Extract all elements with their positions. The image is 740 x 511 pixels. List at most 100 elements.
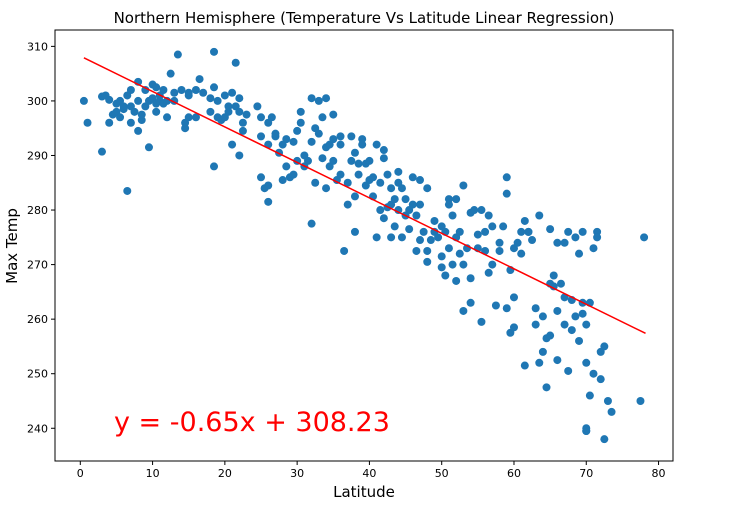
data-point	[379, 146, 388, 155]
data-point	[600, 435, 609, 444]
data-point	[354, 159, 363, 168]
data-point	[307, 94, 316, 103]
data-point	[350, 227, 359, 236]
data-point	[416, 176, 425, 185]
data-point	[318, 154, 327, 163]
data-point	[79, 96, 88, 105]
data-point	[423, 246, 432, 255]
y-tick-label: 270	[27, 259, 48, 272]
data-point	[575, 336, 584, 345]
data-point	[589, 244, 598, 253]
data-point	[593, 233, 602, 242]
data-point	[170, 88, 179, 97]
data-point	[459, 260, 468, 269]
data-point	[488, 222, 497, 231]
data-point	[538, 347, 547, 356]
data-point	[416, 200, 425, 209]
x-tick-label: 80	[652, 467, 666, 480]
data-point	[329, 135, 338, 144]
data-point	[553, 356, 562, 365]
y-tick-label: 300	[27, 95, 48, 108]
data-point	[549, 271, 558, 280]
data-point	[484, 268, 493, 277]
y-tick-label: 280	[27, 204, 48, 217]
data-point	[582, 358, 591, 367]
data-point	[383, 170, 392, 179]
data-point	[159, 86, 168, 95]
data-point	[296, 107, 305, 116]
y-axis-label: Max Temp	[3, 208, 21, 284]
data-point	[322, 184, 331, 193]
data-point	[560, 238, 569, 247]
data-point	[343, 178, 352, 187]
x-axis-ticks: 0 10 20 30 40 50 60 70 80	[77, 461, 666, 480]
data-point	[173, 50, 182, 59]
data-point	[585, 391, 594, 400]
data-point	[578, 309, 587, 318]
data-point	[502, 189, 511, 198]
data-point	[210, 162, 219, 171]
data-point	[513, 238, 522, 247]
data-point	[314, 129, 323, 138]
data-point	[477, 206, 486, 215]
data-point	[343, 200, 352, 209]
data-point	[542, 383, 551, 392]
data-point	[372, 140, 381, 149]
data-point	[369, 173, 378, 182]
data-point	[116, 113, 125, 122]
data-point	[535, 358, 544, 367]
data-point	[235, 151, 244, 160]
data-point	[195, 75, 204, 84]
data-point	[575, 249, 584, 258]
data-point	[441, 271, 450, 280]
data-point	[83, 118, 92, 127]
data-point	[318, 113, 327, 122]
data-point	[412, 211, 421, 220]
data-point	[152, 107, 161, 116]
data-point	[210, 83, 219, 92]
data-point	[430, 216, 439, 225]
data-point	[405, 225, 414, 234]
x-tick-label: 60	[507, 467, 521, 480]
data-point	[455, 249, 464, 258]
y-tick-label: 240	[27, 422, 48, 435]
data-point	[376, 178, 385, 187]
data-point	[379, 214, 388, 223]
data-point	[502, 304, 511, 313]
data-point	[564, 366, 573, 375]
data-point	[329, 110, 338, 119]
data-point	[448, 260, 457, 269]
data-point	[210, 47, 219, 56]
data-point	[571, 233, 580, 242]
data-point	[289, 137, 298, 146]
data-point	[466, 274, 475, 283]
data-point	[257, 113, 265, 122]
data-point	[578, 227, 587, 236]
data-point	[553, 306, 562, 315]
data-point	[235, 107, 244, 116]
data-point	[123, 186, 132, 195]
x-tick-label: 0	[77, 467, 84, 480]
data-point	[119, 102, 128, 111]
data-point	[191, 113, 200, 122]
data-point	[481, 227, 490, 236]
x-axis-label: Latitude	[333, 483, 395, 501]
data-point	[253, 102, 262, 111]
data-point	[372, 233, 381, 242]
chart-title: Northern Hemisphere (Temperature Vs Lati…	[114, 9, 615, 27]
data-point	[470, 206, 479, 215]
data-point	[520, 216, 529, 225]
y-tick-label: 310	[27, 40, 48, 53]
data-point	[238, 118, 247, 127]
data-point	[184, 113, 193, 122]
data-point	[340, 246, 349, 255]
data-point	[390, 222, 399, 231]
y-tick-label: 290	[27, 149, 48, 162]
data-point	[509, 293, 518, 302]
data-point	[502, 173, 511, 182]
x-tick-label: 10	[146, 467, 160, 480]
data-point	[397, 233, 406, 242]
data-point	[408, 173, 417, 182]
data-point	[582, 424, 591, 433]
